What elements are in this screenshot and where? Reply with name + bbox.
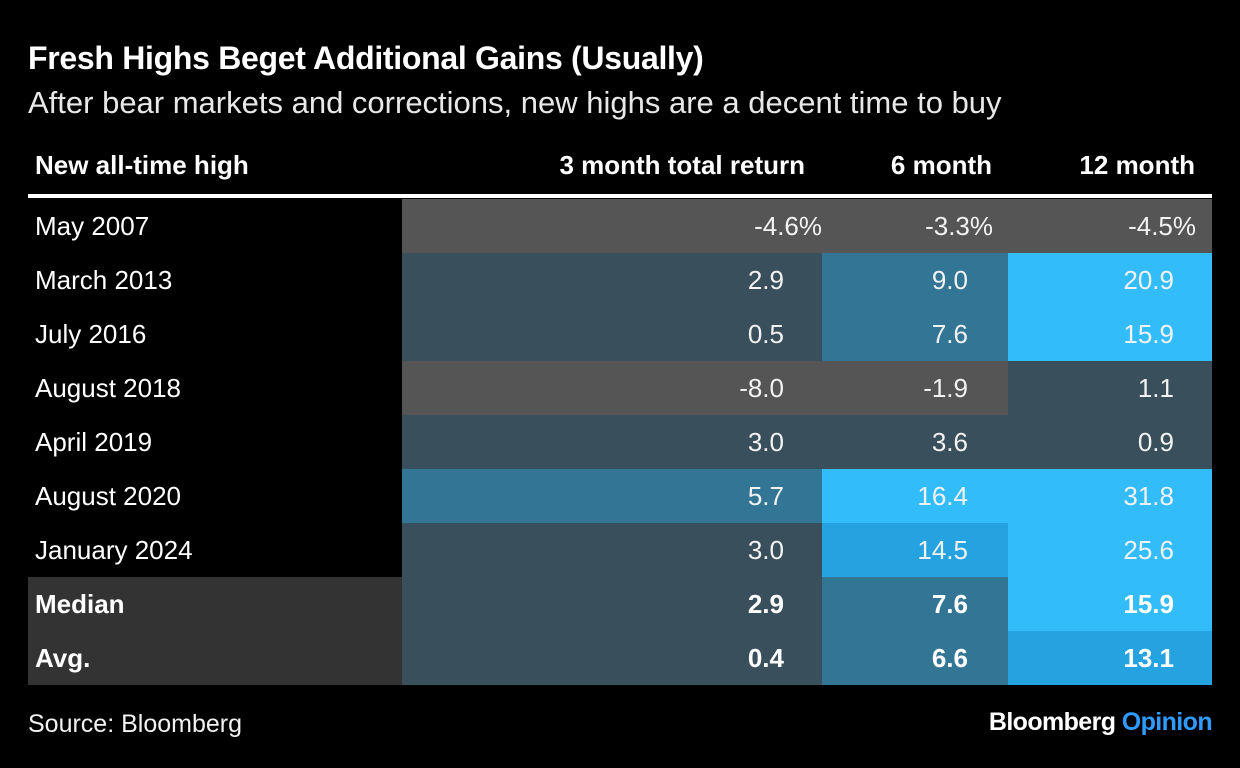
row-label: July 2016 xyxy=(35,319,147,349)
table-row: Avg. 0.4 6.6 13.1 xyxy=(28,631,1212,685)
value-cell-12-month: 15.9 xyxy=(1008,577,1212,631)
value-cell-3-month: -4.6% xyxy=(402,199,822,253)
value-cell-6-month: 7.6 xyxy=(822,307,1008,361)
value-cell-6-month: 16.4 xyxy=(822,469,1008,523)
value-cell-3-month: 2.9 xyxy=(402,577,822,631)
value-cell-12-month: 20.9 xyxy=(1008,253,1212,307)
row-label: August 2020 xyxy=(35,481,182,511)
table-row: April 2019 3.0 3.6 0.9 xyxy=(28,415,1212,469)
value-cell-3-month: 5.7 xyxy=(402,469,822,523)
column-header-new-all-time-high: New all-time high xyxy=(35,150,249,180)
value-cell-12-month: 1.1 xyxy=(1008,361,1212,415)
row-label: March 2013 xyxy=(35,265,173,295)
value-cell-12-month: 25.6 xyxy=(1008,523,1212,577)
table-header: New all-time high 3 month total return 6… xyxy=(28,142,1212,194)
value-cell-6-month: 7.6 xyxy=(822,577,1008,631)
chart-title: Fresh Highs Beget Additional Gains (Usua… xyxy=(28,40,704,76)
value-cell-3-month: -8.0 xyxy=(402,361,822,415)
table-row: May 2007 -4.6% -3.3% -4.5% xyxy=(28,199,1212,253)
value-cell-6-month: 3.6 xyxy=(822,415,1008,469)
row-label: January 2024 xyxy=(35,535,193,565)
value-cell-3-month: 0.4 xyxy=(402,631,822,685)
value-cell-6-month: -1.9 xyxy=(822,361,1008,415)
table-row: Median 2.9 7.6 15.9 xyxy=(28,577,1212,631)
brand-name: Bloomberg xyxy=(988,708,1116,736)
value-cell-3-month: 3.0 xyxy=(402,523,822,577)
value-cell-12-month: 0.9 xyxy=(1008,415,1212,469)
column-header-12-month: 12 month xyxy=(1079,150,1195,180)
column-header-6-month: 6 month xyxy=(890,150,992,180)
row-label: August 2018 xyxy=(35,373,182,403)
value-cell-12-month: 31.8 xyxy=(1008,469,1212,523)
table-row: January 2024 3.0 14.5 25.6 xyxy=(28,523,1212,577)
value-cell-6-month: 14.5 xyxy=(822,523,1008,577)
value-cell-3-month: 2.9 xyxy=(402,253,822,307)
value-cell-3-month: 0.5 xyxy=(402,307,822,361)
brand-logo: Bloomberg Opinion xyxy=(988,708,1213,737)
value-cell-12-month: 15.9 xyxy=(1008,307,1212,361)
brand-section: Opinion xyxy=(1121,708,1213,736)
row-label: Avg. xyxy=(28,631,402,685)
value-cell-6-month: 6.6 xyxy=(822,631,1008,685)
column-header-3-month: 3 month total return xyxy=(559,150,805,180)
value-cell-6-month: -3.3% xyxy=(822,199,1008,253)
row-label: April 2019 xyxy=(35,427,153,457)
header-rule xyxy=(28,194,1212,198)
table-row: March 2013 2.9 9.0 20.9 xyxy=(28,253,1212,307)
source-note: Source: Bloomberg xyxy=(28,710,243,738)
value-cell-12-month: 13.1 xyxy=(1008,631,1212,685)
value-cell-6-month: 9.0 xyxy=(822,253,1008,307)
value-cell-12-month: -4.5% xyxy=(1008,199,1212,253)
chart-subtitle: After bear markets and corrections, new … xyxy=(28,85,1002,120)
table-row: August 2020 5.7 16.4 31.8 xyxy=(28,469,1212,523)
value-cell-3-month: 3.0 xyxy=(402,415,822,469)
row-label: May 2007 xyxy=(35,211,150,241)
row-label: Median xyxy=(28,577,402,631)
table-body: May 2007 -4.6% -3.3% -4.5% March 2013 2.9 9.0 2… xyxy=(28,199,1212,685)
table-row: July 2016 0.5 7.6 15.9 xyxy=(28,307,1212,361)
table-row: August 2018 -8.0 -1.9 1.1 xyxy=(28,361,1212,415)
